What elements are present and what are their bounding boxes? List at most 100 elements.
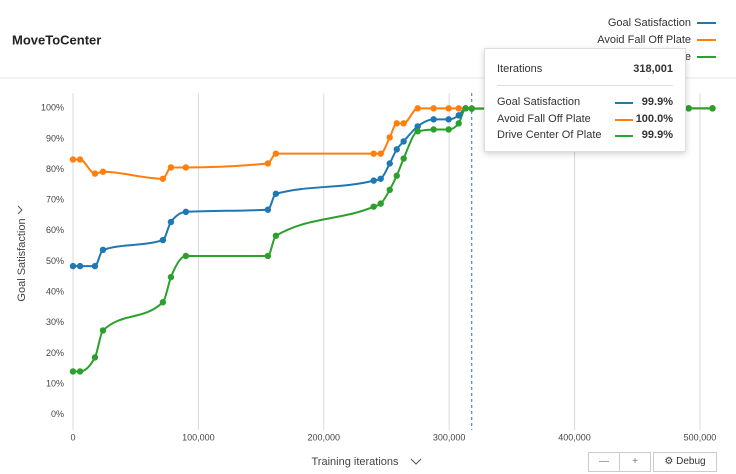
data-point	[99, 327, 107, 334]
y-tick-label: 40%	[46, 287, 64, 297]
x-tick-label: 100,000	[182, 432, 215, 442]
data-point	[685, 105, 692, 112]
data-point	[445, 126, 452, 133]
data-point	[76, 156, 84, 163]
data-point	[370, 150, 377, 157]
data-point	[393, 146, 400, 153]
data-point	[167, 273, 175, 281]
zoom-in-button[interactable]: +	[619, 452, 651, 472]
y-tick-label: 60%	[46, 225, 64, 235]
data-point	[91, 170, 99, 177]
data-point	[159, 236, 167, 244]
data-point	[370, 177, 377, 184]
data-point	[159, 299, 167, 306]
data-point	[400, 155, 407, 162]
tooltip-swatch	[615, 102, 633, 104]
data-point	[159, 175, 167, 182]
data-point	[430, 105, 437, 112]
tooltip-series-name: Drive Center Of Plate	[497, 129, 602, 141]
data-point	[182, 252, 190, 260]
data-point	[414, 128, 421, 135]
x-tick-label: 500,000	[684, 432, 717, 442]
debug-label: Debug	[676, 456, 706, 467]
data-point	[370, 203, 377, 210]
tooltip-value: 99.9%	[641, 129, 673, 141]
data-point	[91, 262, 99, 270]
data-point	[386, 134, 393, 141]
tooltip-series-name: Avoid Fall Off Plate	[497, 112, 591, 125]
data-point	[99, 246, 107, 254]
debug-button[interactable]: ⚙ Debug	[653, 452, 717, 472]
y-tick-label: 10%	[46, 378, 64, 388]
y-tick-label: 90%	[46, 133, 64, 143]
legend-label: Goal Satisfaction	[608, 17, 691, 29]
data-point	[400, 138, 407, 145]
data-point	[69, 156, 77, 163]
data-point	[377, 200, 384, 207]
legend-label: Avoid Fall Off Plate	[597, 34, 691, 46]
data-point	[393, 172, 400, 179]
x-tick-label: 200,000	[308, 432, 341, 442]
data-point	[377, 150, 384, 157]
x-tick-label: 0	[70, 432, 75, 442]
data-point	[264, 206, 272, 213]
data-point	[414, 105, 421, 112]
data-point	[272, 190, 280, 197]
data-point	[430, 116, 437, 123]
x-label-chevron	[410, 458, 422, 465]
data-point	[69, 368, 77, 375]
data-point	[445, 105, 452, 112]
data-point	[264, 160, 272, 167]
data-point	[377, 175, 384, 182]
data-point	[272, 232, 280, 239]
tooltip: Iterations 318,001 Goal Satisfaction 99.9…	[484, 48, 686, 152]
data-point	[455, 112, 462, 119]
tooltip-series-name: Goal Satisfaction	[497, 96, 581, 108]
data-point	[386, 160, 393, 167]
data-point	[182, 208, 190, 216]
data-point	[455, 120, 462, 127]
tooltip-rule	[497, 85, 673, 86]
x-axis-label: Training iterations	[311, 456, 399, 468]
data-point	[462, 105, 469, 112]
chart-title: MoveToCenter	[12, 32, 101, 47]
tooltip-value: 100.0%	[635, 112, 673, 125]
data-point	[91, 354, 99, 361]
data-point	[99, 168, 107, 175]
data-point	[167, 164, 175, 171]
data-point	[455, 105, 462, 112]
tooltip-label: Iterations	[497, 63, 543, 75]
x-tick-label: 300,000	[433, 432, 466, 442]
tooltip-swatch	[615, 135, 633, 137]
data-point	[709, 105, 716, 112]
tooltip-value: 99.9%	[641, 96, 673, 108]
tooltip-x: 318,001	[633, 63, 673, 75]
y-axis-label: Goal Satisfaction	[16, 218, 28, 301]
data-point	[468, 105, 475, 112]
data-point	[386, 186, 393, 194]
zoom-out-button[interactable]: —	[588, 452, 620, 472]
data-point	[264, 252, 272, 260]
y-tick-label: 0%	[51, 409, 64, 419]
data-point	[400, 120, 407, 127]
data-point	[182, 164, 190, 171]
y-tick-label: 80%	[46, 164, 64, 174]
data-point	[272, 150, 280, 157]
y-label-chevron	[17, 205, 23, 215]
data-point	[69, 262, 77, 270]
x-tick-label: 400,000	[558, 432, 591, 442]
y-tick-label: 20%	[46, 348, 64, 358]
data-point	[393, 120, 400, 127]
y-tick-label: 30%	[46, 317, 64, 327]
y-tick-label: 70%	[46, 195, 64, 205]
tooltip-swatch	[615, 118, 633, 121]
data-point	[430, 126, 437, 133]
data-point	[76, 262, 84, 270]
data-point	[445, 116, 452, 123]
data-point	[414, 123, 421, 130]
y-tick-label: 100%	[41, 103, 64, 113]
data-point	[167, 218, 175, 226]
data-point	[76, 368, 84, 375]
